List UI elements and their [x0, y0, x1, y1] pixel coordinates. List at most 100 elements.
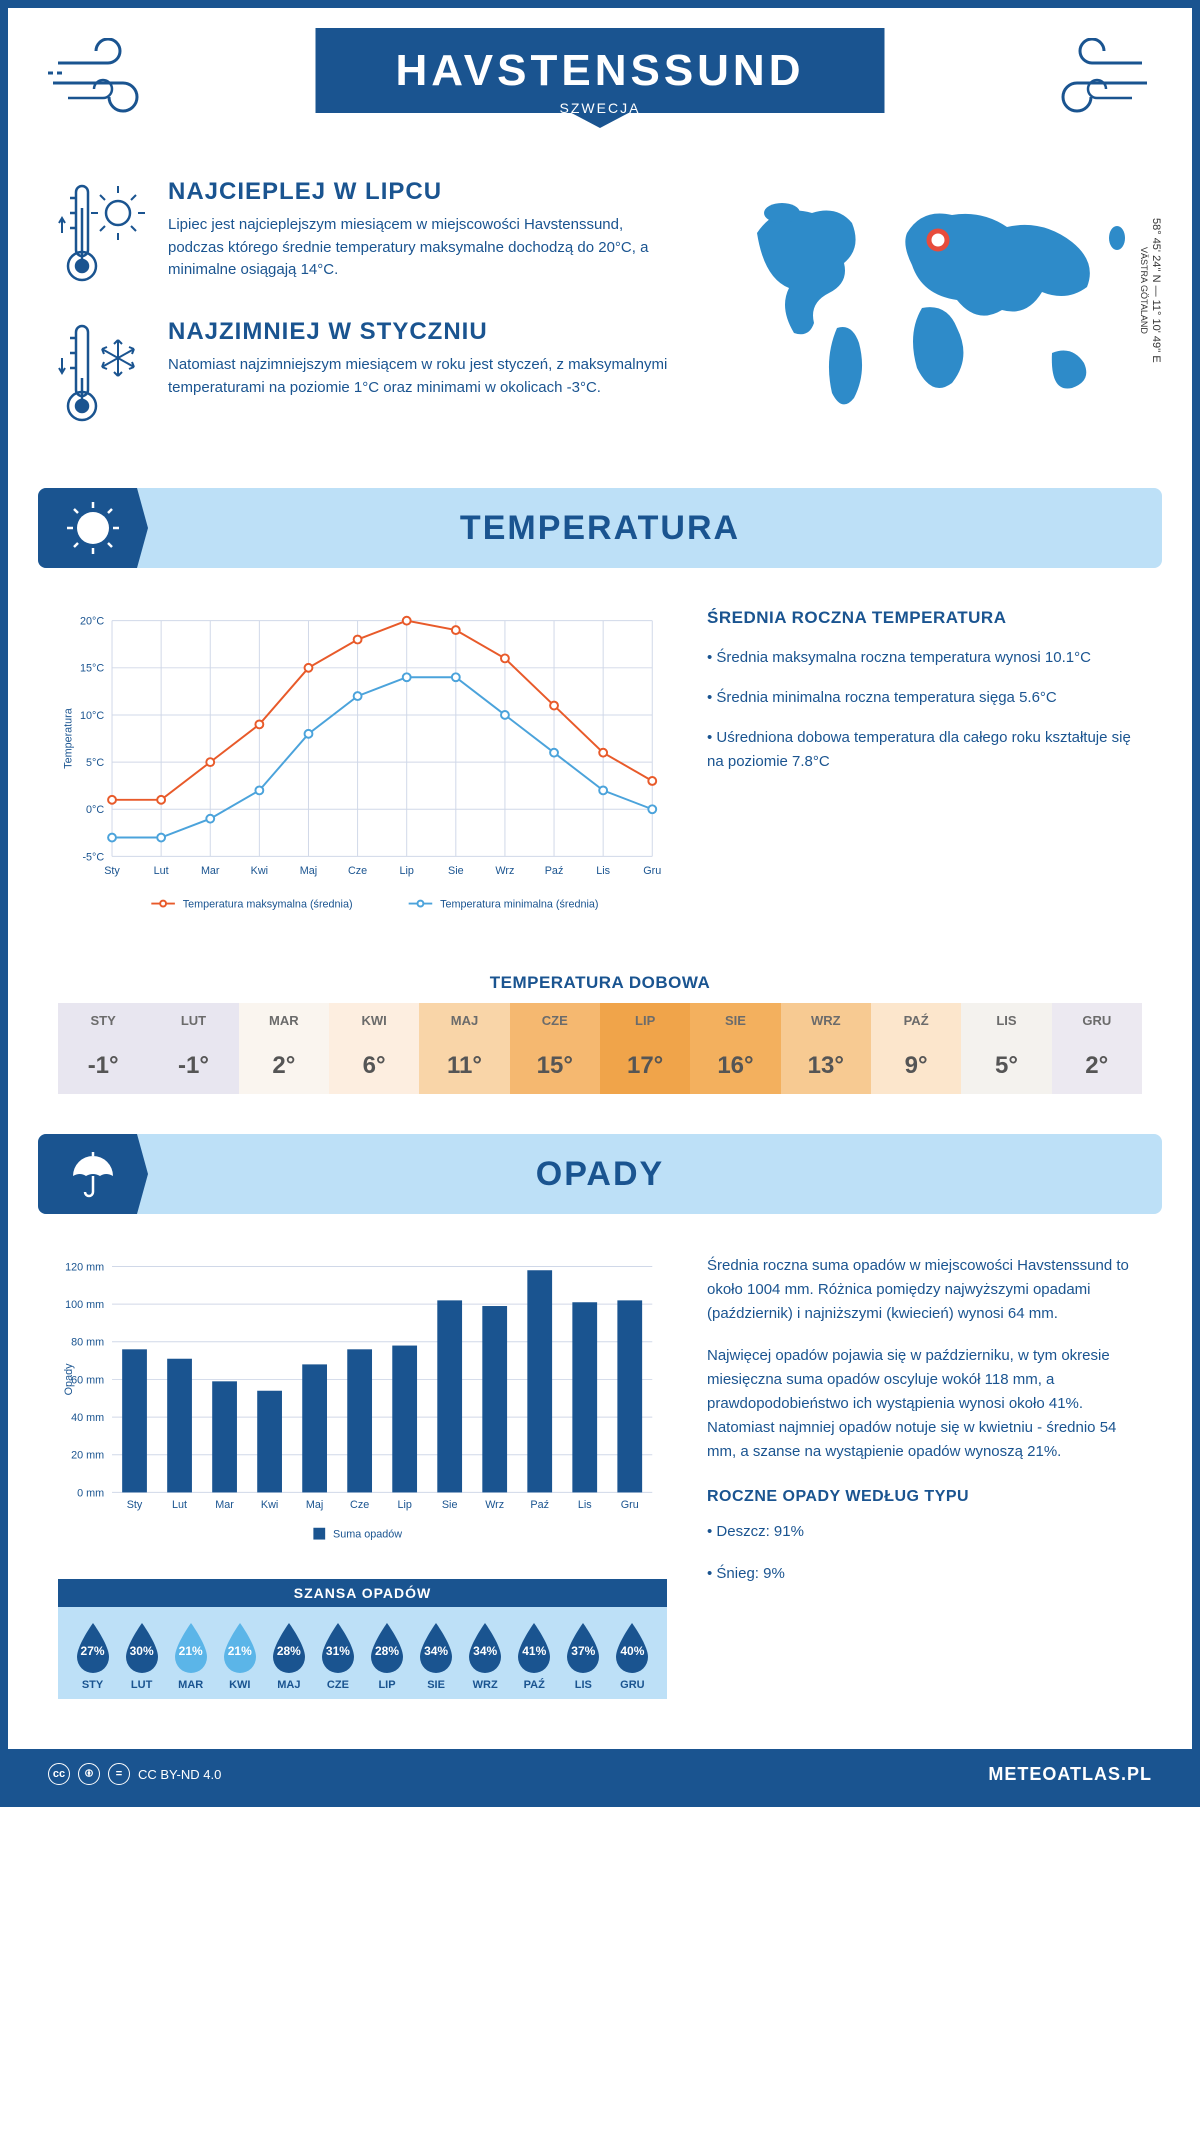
svg-text:Cze: Cze: [348, 865, 367, 877]
chance-value: 31%: [326, 1644, 350, 1658]
map-wrap: 58° 45' 24'' N — 11° 10' 49'' E VÄSTRA G…: [722, 178, 1142, 458]
daily-value: 9°: [871, 1038, 961, 1094]
chance-month: SIE: [415, 1679, 457, 1691]
precip-section-header: OPADY: [38, 1134, 1162, 1214]
nd-icon: =: [108, 1763, 130, 1785]
drop-icon: 34%: [464, 1621, 506, 1673]
daily-month: CZE: [510, 1003, 600, 1038]
daily-month: LIS: [961, 1003, 1051, 1038]
wind-icon: [1032, 38, 1152, 118]
precip-title: OPADY: [148, 1155, 1162, 1194]
svg-text:Lut: Lut: [172, 1499, 187, 1511]
precip-p2: Najwięcej opadów pojawia się w październ…: [707, 1344, 1142, 1464]
svg-text:Wrz: Wrz: [495, 865, 514, 877]
daily-temp-title: TEMPERATURA DOBOWA: [8, 973, 1192, 993]
svg-text:Maj: Maj: [300, 865, 317, 877]
chance-month: STY: [72, 1679, 114, 1691]
svg-text:Sty: Sty: [104, 865, 120, 877]
country-subtitle: SZWECJA: [395, 100, 804, 116]
coldest-text: NAJZIMNIEJ W STYCZNIU Natomiast najzimni…: [168, 318, 682, 428]
svg-text:40 mm: 40 mm: [71, 1412, 104, 1424]
chance-title: SZANSA OPADÓW: [58, 1579, 667, 1607]
daily-month: WRZ: [781, 1003, 871, 1038]
drop-icon: 28%: [366, 1621, 408, 1673]
svg-text:Temperatura: Temperatura: [63, 708, 75, 769]
thermometer-snow-icon: [58, 318, 148, 428]
intro-text-column: NAJCIEPLEJ W LIPCU Lipiec jest najcieple…: [58, 178, 682, 458]
svg-text:Lut: Lut: [154, 865, 169, 877]
drop-icon: 31%: [317, 1621, 359, 1673]
chance-month: GRU: [611, 1679, 653, 1691]
temperature-title: TEMPERATURA: [148, 509, 1162, 548]
svg-text:Maj: Maj: [306, 1499, 323, 1511]
svg-text:80 mm: 80 mm: [71, 1337, 104, 1349]
svg-text:Temperatura maksymalna (średni: Temperatura maksymalna (średnia): [183, 898, 353, 910]
precip-info: Średnia roczna suma opadów w miejscowośc…: [707, 1254, 1142, 1699]
daily-month: MAR: [239, 1003, 329, 1038]
daily-month: SIE: [690, 1003, 780, 1038]
daily-value: 2°: [1052, 1038, 1142, 1094]
footer: cc 🅯 = CC BY-ND 4.0 METEOATLAS.PL: [8, 1749, 1192, 1799]
site-name: METEOATLAS.PL: [988, 1764, 1152, 1785]
temperature-chart: -5°C0°C5°C10°C15°C20°CStyLutMarKwiMajCze…: [58, 608, 667, 933]
chance-month: MAR: [170, 1679, 212, 1691]
daily-month: MAJ: [419, 1003, 509, 1038]
intro-section: NAJCIEPLEJ W LIPCU Lipiec jest najcieple…: [8, 158, 1192, 488]
svg-text:Lis: Lis: [596, 865, 610, 877]
warmest-block: NAJCIEPLEJ W LIPCU Lipiec jest najcieple…: [58, 178, 682, 288]
precip-rain: • Deszcz: 91%: [707, 1520, 1142, 1544]
chance-month: LIS: [562, 1679, 604, 1691]
svg-text:Sty: Sty: [127, 1499, 143, 1511]
svg-text:10°C: 10°C: [80, 710, 104, 722]
svg-text:Paź: Paź: [530, 1499, 549, 1511]
svg-text:15°C: 15°C: [80, 663, 104, 675]
chance-value: 21%: [228, 1644, 252, 1658]
daily-cell: PAŹ 9°: [871, 1003, 961, 1094]
drop-icon: 30%: [121, 1621, 163, 1673]
coords: 58° 45' 24'' N — 11° 10' 49'' E VÄSTRA G…: [1138, 218, 1162, 363]
daily-value: -1°: [58, 1038, 148, 1094]
wind-icon: [48, 38, 168, 118]
umbrella-icon: [38, 1134, 148, 1214]
daily-month: KWI: [329, 1003, 419, 1038]
daily-value: 6°: [329, 1038, 419, 1094]
drop-icon: 34%: [415, 1621, 457, 1673]
daily-cell: MAR 2°: [239, 1003, 329, 1094]
drop-icon: 37%: [562, 1621, 604, 1673]
svg-text:Opady: Opady: [63, 1363, 75, 1395]
coords-value: 58° 45' 24'' N — 11° 10' 49'' E: [1150, 218, 1162, 363]
svg-text:Gru: Gru: [621, 1499, 639, 1511]
svg-text:Lis: Lis: [578, 1499, 592, 1511]
daily-cell: SIE 16°: [690, 1003, 780, 1094]
temperature-row: -5°C0°C5°C10°C15°C20°CStyLutMarKwiMajCze…: [8, 568, 1192, 953]
temp-bullet-2: • Średnia minimalna roczna temperatura s…: [707, 686, 1142, 710]
svg-text:5°C: 5°C: [86, 757, 104, 769]
temp-bullet-3: • Uśredniona dobowa temperatura dla całe…: [707, 726, 1142, 774]
city-title: HAVSTENSSUND: [395, 46, 804, 96]
chance-month: LUT: [121, 1679, 163, 1691]
daily-cell: MAJ 11°: [419, 1003, 509, 1094]
warmest-text: NAJCIEPLEJ W LIPCU Lipiec jest najcieple…: [168, 178, 682, 288]
svg-text:Gru: Gru: [643, 865, 661, 877]
title-banner: HAVSTENSSUND SZWECJA: [315, 28, 884, 128]
svg-text:Suma opadów: Suma opadów: [333, 1529, 402, 1541]
temperature-section-header: TEMPERATURA: [38, 488, 1162, 568]
chance-cell: 27% STY: [72, 1621, 114, 1691]
chance-box: SZANSA OPADÓW 27% STY 30% LUT 21% MAR 21…: [58, 1579, 667, 1699]
drop-icon: 41%: [513, 1621, 555, 1673]
daily-value: 11°: [419, 1038, 509, 1094]
drop-icon: 21%: [170, 1621, 212, 1673]
chance-cell: 31% CZE: [317, 1621, 359, 1691]
chance-value: 27%: [81, 1644, 105, 1658]
svg-text:Lip: Lip: [397, 1499, 411, 1511]
chance-value: 37%: [571, 1644, 595, 1658]
drop-icon: 28%: [268, 1621, 310, 1673]
daily-month: LUT: [148, 1003, 238, 1038]
chance-cell: 34% WRZ: [464, 1621, 506, 1691]
chance-cell: 37% LIS: [562, 1621, 604, 1691]
temperature-info: ŚREDNIA ROCZNA TEMPERATURA • Średnia mak…: [707, 608, 1142, 933]
svg-text:Lip: Lip: [399, 865, 413, 877]
chance-cell: 21% KWI: [219, 1621, 261, 1691]
svg-text:Mar: Mar: [215, 1499, 234, 1511]
chance-value: 41%: [522, 1644, 546, 1658]
